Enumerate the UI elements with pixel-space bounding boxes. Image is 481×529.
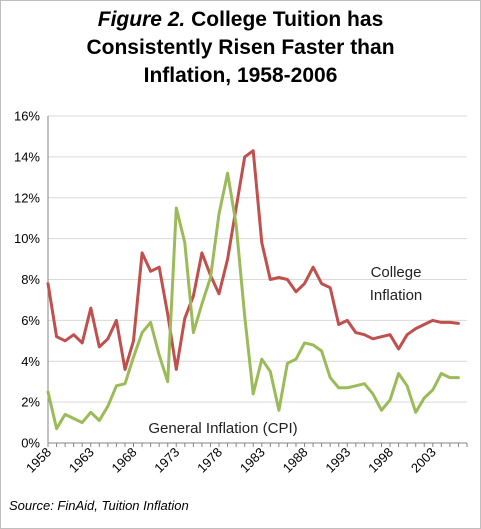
figure-label: Figure 2. (97, 8, 186, 31)
y-tick-label: 14% (14, 149, 40, 164)
y-tick-label: 16% (14, 109, 40, 124)
college-label-line2: Inflation (370, 287, 423, 304)
cpi-label: General Inflation (CPI) (148, 420, 297, 437)
x-tick-label: 1963 (66, 445, 97, 476)
y-tick-label: 4% (21, 354, 40, 369)
title-line-1: College Tuition has (191, 8, 384, 31)
source-note: Source: FinAid, Tuition Inflation (9, 498, 189, 513)
series-labels: College Inflation General Inflation (CPI… (148, 264, 422, 437)
x-axis-ticks: 1958 1963 1968 1973 1978 1983 1988 1993 1998 2003 (23, 445, 439, 476)
title-line-3: Inflation, 1958-2006 (143, 64, 338, 87)
x-tick-label: 1993 (322, 445, 353, 476)
x-tick-label: 1988 (280, 445, 311, 476)
chart-title: Figure 2. College Tuition has Consistent… (0, 6, 481, 90)
gridlines (48, 115, 467, 403)
college-inflation-line (46, 149, 460, 371)
x-tick-label: 1983 (237, 445, 268, 476)
x-tick-label: 2003 (408, 445, 439, 476)
title-line-2: Consistently Risen Faster than (86, 36, 395, 59)
series-lines (46, 149, 460, 431)
x-tick-label: 1978 (194, 445, 225, 476)
cpi-inflation-line (46, 171, 460, 431)
college-label-line1: College (371, 264, 422, 281)
y-tick-label: 10% (14, 231, 40, 246)
y-tick-label: 12% (14, 190, 40, 205)
y-tick-label: 2% (21, 395, 40, 410)
y-tick-label: 0% (21, 436, 40, 451)
axes (47, 116, 468, 447)
x-tick-label: 1968 (109, 445, 140, 476)
x-tick-label: 1973 (151, 445, 182, 476)
y-tick-label: 8% (21, 272, 40, 287)
x-tick-label: 1998 (365, 445, 396, 476)
y-axis-ticks: 0% 2% 4% 6% 8% 10% 12% 14% 16% (14, 109, 40, 451)
y-tick-label: 6% (21, 313, 40, 328)
